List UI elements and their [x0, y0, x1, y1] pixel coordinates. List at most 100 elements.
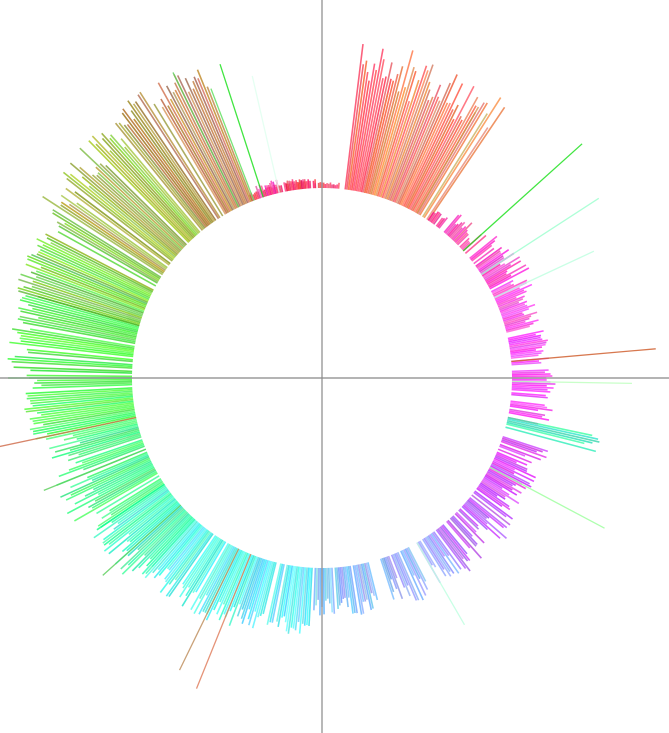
- bar-20: [153, 523, 201, 579]
- bar-13: [502, 435, 549, 453]
- bar-13: [482, 478, 510, 496]
- outlier-bar-11: [0, 416, 137, 448]
- bar-19: [277, 564, 290, 627]
- bar-15: [424, 536, 452, 577]
- bar-28: [160, 98, 228, 214]
- bar-22: [54, 428, 140, 453]
- bar-26: [97, 172, 183, 251]
- bar-3: [400, 102, 449, 206]
- bar-3: [386, 81, 431, 200]
- bar-6: [449, 221, 466, 239]
- bar-21: [120, 508, 185, 570]
- bar-26: [109, 137, 197, 237]
- bar-9: [510, 346, 543, 353]
- bar-8: [497, 296, 517, 307]
- bar-9: [511, 361, 542, 366]
- bar-21: [126, 499, 177, 543]
- bar-11: [508, 411, 550, 421]
- bar-4: [427, 106, 506, 221]
- bar-25: [42, 244, 151, 297]
- bar-19: [262, 562, 277, 615]
- bar-14: [461, 505, 488, 531]
- bar-24: [17, 331, 135, 351]
- bar-19: [294, 566, 303, 631]
- bar-25: [31, 253, 148, 305]
- bar-5: [437, 217, 446, 228]
- bar-29: [274, 184, 279, 194]
- bar-13: [476, 487, 503, 508]
- bar-3: [406, 104, 459, 209]
- bars-layer: [7, 43, 600, 634]
- bar-6: [447, 223, 459, 237]
- bar-28: [167, 105, 230, 214]
- bar-15: [433, 531, 462, 570]
- bar-19: [238, 556, 258, 605]
- bar-19: [254, 560, 271, 612]
- bar-3: [365, 80, 395, 194]
- bar-16: [381, 557, 395, 593]
- bar-24: [32, 307, 138, 335]
- bar-21: [146, 516, 194, 567]
- bar-13: [479, 482, 506, 500]
- bar-8: [500, 304, 528, 316]
- bar-3: [370, 91, 400, 195]
- bar-10: [511, 373, 551, 376]
- bar-24: [19, 337, 134, 354]
- bar-22: [109, 478, 162, 512]
- bar-20: [205, 545, 234, 596]
- bar-14: [450, 516, 478, 545]
- bar-3: [381, 65, 428, 199]
- bar-23: [29, 410, 136, 431]
- bar-3: [379, 79, 420, 198]
- bar-28: [169, 98, 233, 212]
- bar-23: [32, 395, 133, 407]
- bar-18: [315, 567, 318, 606]
- bar-21: [108, 498, 176, 555]
- bar-2: [354, 69, 378, 192]
- bar-9: [510, 354, 539, 359]
- bar-29: [272, 181, 277, 194]
- bar-14: [438, 527, 464, 560]
- bar-19: [285, 566, 297, 632]
- outlier-bar-5: [489, 466, 605, 529]
- bar-24: [13, 366, 133, 373]
- bar-20: [190, 542, 230, 611]
- bar-20: [204, 547, 238, 613]
- bar-13: [496, 451, 528, 466]
- bar-16: [386, 556, 404, 600]
- bar-2: [355, 48, 384, 192]
- bar-19: [247, 559, 268, 620]
- bar-22: [68, 442, 144, 471]
- bar-26: [99, 163, 186, 247]
- bar-24: [18, 307, 138, 337]
- bar-26: [60, 201, 165, 273]
- bar-19: [241, 557, 261, 610]
- bar-17: [342, 566, 349, 608]
- bar-7: [485, 260, 522, 283]
- bar-9: [509, 343, 546, 351]
- bar-14: [468, 498, 505, 529]
- bar-2: [346, 64, 365, 190]
- bar-1: [337, 182, 340, 189]
- bar-20: [213, 549, 243, 611]
- bar-18: [331, 567, 336, 614]
- bar-21: [121, 502, 180, 553]
- bar-17: [354, 564, 365, 614]
- bar-5: [430, 211, 440, 223]
- bar-16: [400, 550, 424, 601]
- bar-19: [284, 565, 295, 623]
- bar-16: [404, 548, 421, 580]
- bar-25: [18, 278, 142, 321]
- bar-25: [36, 238, 152, 296]
- bar-0: [253, 192, 258, 200]
- bar-19: [259, 561, 276, 617]
- bar-20: [168, 533, 214, 598]
- bar-0: [263, 189, 268, 197]
- bar-4: [422, 113, 488, 218]
- bar-25: [39, 248, 150, 300]
- bar-27: [122, 108, 210, 226]
- bar-13: [485, 473, 513, 491]
- bar-25: [27, 255, 147, 307]
- bar-21: [102, 491, 171, 544]
- bar-7: [487, 264, 527, 287]
